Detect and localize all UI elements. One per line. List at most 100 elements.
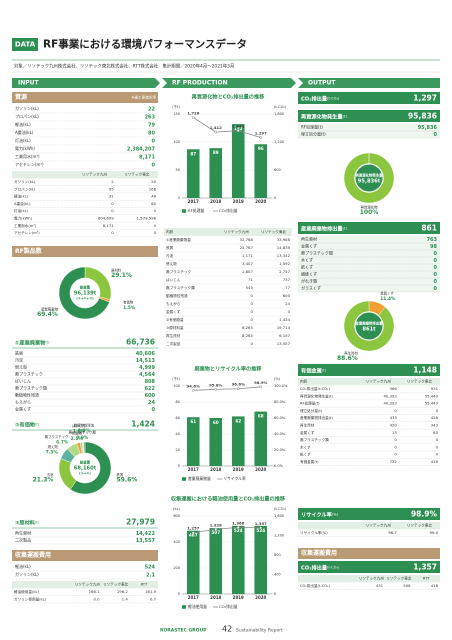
- table-cell: 32,768: [240, 237, 254, 242]
- table-cell: 有価金属(t): [300, 459, 319, 464]
- section-value: 861: [421, 224, 437, 233]
- item-label: 再生資材: [15, 530, 31, 536]
- table-cell: 再生資材: [166, 333, 181, 338]
- pie-label: 29.1%: [111, 272, 132, 279]
- footer-report: Sustainability Report: [236, 628, 283, 634]
- table-cell: ①産業廃棄物量: [166, 237, 191, 242]
- table-cell: 40,393: [384, 401, 398, 406]
- table-header-cell: リソテック九州: [359, 576, 385, 581]
- table-header-cell: リソテック九州: [224, 229, 250, 234]
- table-header-bg: [12, 171, 158, 179]
- section-title: RF製品数: [15, 247, 43, 255]
- pie-center-text: 総重量: [80, 460, 91, 465]
- table-cell: 0: [250, 309, 253, 314]
- item-label: 汚泥: [15, 357, 23, 363]
- chart-title: 収集運搬における軽油使用量とCO₂排出量の推移: [171, 495, 286, 503]
- legend-label: 軽油使用量: [188, 604, 207, 609]
- table-cell: 汚泥: [166, 253, 174, 258]
- table-cell: 2,757: [279, 269, 290, 274]
- item-value: 22: [148, 107, 155, 113]
- data-label: 95.8%: [209, 382, 222, 387]
- item-label: がれき類: [301, 278, 317, 284]
- item-label: 二次製品: [15, 537, 31, 543]
- table-cell: 24: [285, 301, 290, 306]
- item-label: プロパン(kL): [15, 113, 39, 119]
- data-label: 89: [213, 150, 219, 155]
- y-tick-label: 80: [176, 400, 180, 404]
- y-tick-label: 20: [176, 448, 180, 452]
- column-header-box: [298, 78, 440, 88]
- data-label: 1,726: [187, 110, 199, 115]
- pie-category: 汚泥: [47, 472, 54, 477]
- table-cell: もえがら: [166, 301, 181, 306]
- legend-label: RF処理量: [188, 208, 204, 213]
- table-cell: ③原材料量: [166, 325, 184, 330]
- y-tick-label: 0: [178, 196, 180, 200]
- pie-center-text: 再資源化物発生量: [355, 172, 383, 177]
- table-cell: ②有価物量: [166, 317, 184, 322]
- data-label: 94.6%: [187, 383, 200, 388]
- label-text: CO₂排出量: [301, 94, 328, 102]
- data-label: 96: [258, 146, 264, 151]
- table-cell: 灯油(kL): [14, 208, 29, 213]
- unit-text: (t): [45, 340, 50, 344]
- y2-tick-label: 400: [274, 573, 281, 577]
- item-value: 524: [145, 565, 156, 571]
- table-cell: 0: [436, 452, 439, 457]
- item-value: 80: [148, 131, 155, 137]
- item-value: 0: [152, 407, 156, 413]
- item-value: 263: [145, 115, 156, 121]
- item-label: 軽油(kL): [15, 563, 31, 569]
- pie-label: 69.4%: [37, 311, 58, 318]
- y2-tick-label: 600: [274, 168, 281, 172]
- pie-label: 88.6%: [337, 355, 358, 362]
- data-label: 1,442: [232, 124, 244, 129]
- table-header-cell: RTT: [423, 577, 430, 581]
- pie-slice: [83, 441, 86, 454]
- y2-tick-label: 1,600: [274, 514, 284, 518]
- table-cell: 金属くず: [166, 309, 181, 314]
- x-tick-label: 2018: [210, 595, 221, 600]
- table-header-cell: 内訳: [166, 229, 174, 234]
- table-cell: アセチレン(m³): [14, 230, 40, 235]
- section-value: 1,297: [413, 94, 437, 103]
- item-label: 金属くず: [301, 243, 317, 249]
- pie-center-text: 861t: [362, 326, 376, 332]
- table-cell: 0: [250, 301, 253, 306]
- item-value: 0: [434, 251, 438, 257]
- pie-category: 動植物性残渣: [74, 422, 95, 427]
- table-cell: 8,265: [242, 325, 253, 330]
- table-cell: 再生資材: [300, 422, 315, 427]
- table-cell: 600: [283, 293, 291, 298]
- y2-tick-label: 800: [274, 553, 281, 557]
- table-cell: 31: [109, 194, 114, 199]
- pie-category: 産業廃棄物: [41, 306, 59, 311]
- table-cell: 737: [283, 277, 291, 282]
- table-cell: 木くず: [300, 444, 311, 449]
- section-band: [12, 92, 158, 103]
- table-cell: 95: [109, 186, 114, 191]
- line: [193, 117, 261, 138]
- pie-label: 7.3%: [46, 449, 59, 455]
- table-cell: 1,592: [279, 261, 290, 266]
- line: [193, 527, 261, 534]
- table-header-cell: リソテック九州: [366, 523, 392, 528]
- label-text: リサイクル率: [301, 510, 333, 518]
- table-cell: 1,807: [242, 269, 253, 274]
- table-header-cell: リソテック東北: [261, 229, 287, 234]
- line-point: [259, 385, 263, 389]
- table-cell: 366: [390, 386, 398, 391]
- table-cell: 420: [390, 422, 398, 427]
- table-cell: 金属くず: [300, 430, 315, 435]
- y2-tick-label: 40.0%: [274, 432, 286, 436]
- table-cell: 0: [436, 444, 439, 449]
- pie-category: 廃プラスチック類: [69, 430, 97, 435]
- table-cell: 428: [431, 415, 439, 420]
- column-header: INPUT: [18, 80, 40, 87]
- table-cell: 0: [250, 341, 253, 346]
- table-header-cell: リソテック九州: [82, 172, 108, 177]
- section-value: 95,836: [408, 112, 437, 121]
- pie-label: 0.9%: [76, 435, 89, 441]
- item-label: 軽油(kL): [15, 121, 31, 127]
- table-cell: 431: [376, 583, 384, 588]
